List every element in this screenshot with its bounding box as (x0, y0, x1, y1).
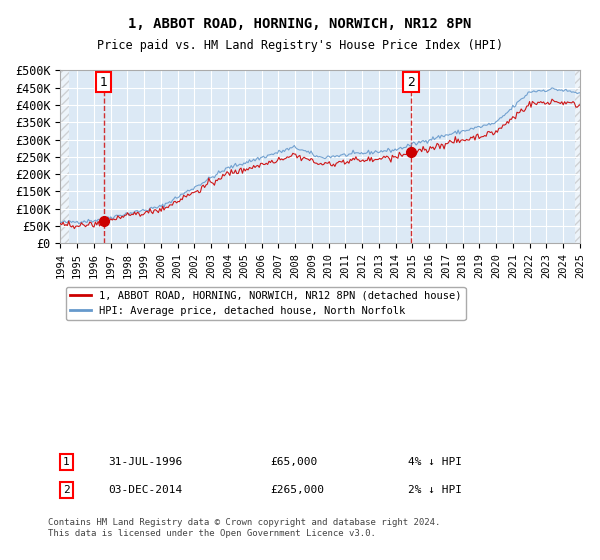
Text: £265,000: £265,000 (271, 485, 325, 495)
Text: Contains HM Land Registry data © Crown copyright and database right 2024.
This d: Contains HM Land Registry data © Crown c… (48, 518, 440, 538)
Text: £65,000: £65,000 (271, 457, 317, 467)
Text: 31-JUL-1996: 31-JUL-1996 (109, 457, 182, 467)
Text: 2: 2 (63, 485, 70, 495)
Text: 1: 1 (63, 457, 70, 467)
Text: Price paid vs. HM Land Registry's House Price Index (HPI): Price paid vs. HM Land Registry's House … (97, 39, 503, 52)
Text: 2: 2 (407, 76, 415, 88)
Text: 1: 1 (100, 76, 107, 88)
Text: 1, ABBOT ROAD, HORNING, NORWICH, NR12 8PN: 1, ABBOT ROAD, HORNING, NORWICH, NR12 8P… (128, 17, 472, 31)
Legend: 1, ABBOT ROAD, HORNING, NORWICH, NR12 8PN (detached house), HPI: Average price, : 1, ABBOT ROAD, HORNING, NORWICH, NR12 8P… (65, 287, 466, 320)
Text: 03-DEC-2014: 03-DEC-2014 (109, 485, 182, 495)
Text: 2% ↓ HPI: 2% ↓ HPI (409, 485, 463, 495)
Text: 4% ↓ HPI: 4% ↓ HPI (409, 457, 463, 467)
